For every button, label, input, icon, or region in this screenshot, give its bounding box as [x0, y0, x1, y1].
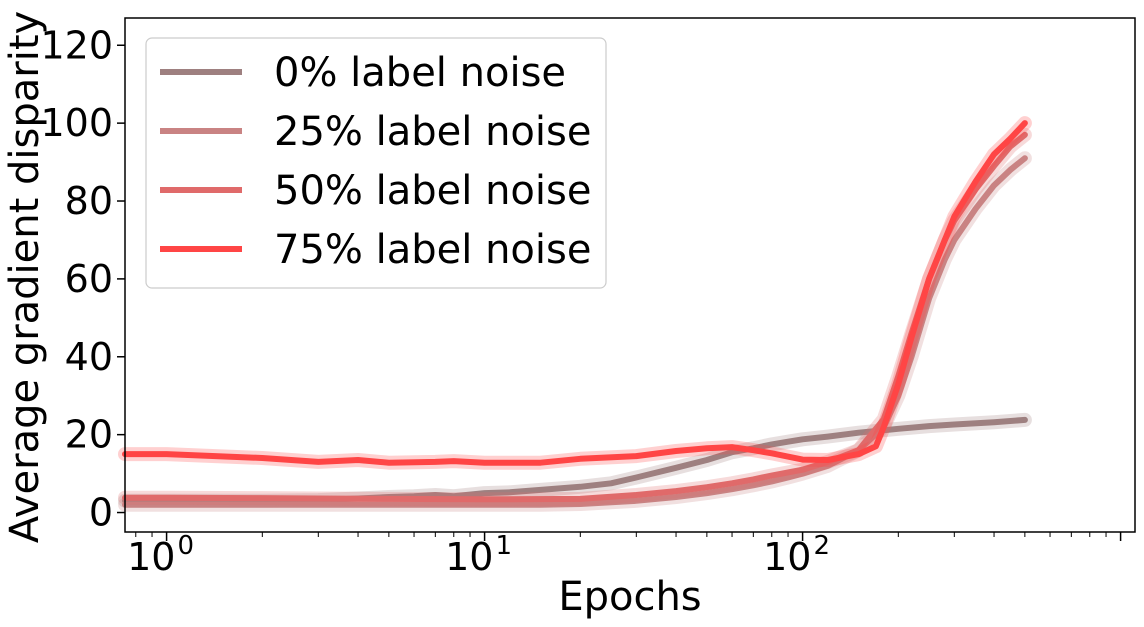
- plot-frame: [124, 17, 1136, 533]
- x-tick-label: 102: [763, 531, 830, 579]
- y-axis-ticks: 0 20 40 60 80 100 120: [40, 23, 125, 535]
- x-axis-ticks: 100 101 102: [127, 531, 1122, 579]
- y-tick-label: 120: [40, 23, 113, 67]
- legend-label-2: 50% label noise: [274, 168, 591, 214]
- y-axis-label: Average gradient disparity: [2, 11, 48, 543]
- y-tick-label: 40: [65, 335, 113, 379]
- y-tick-label: 20: [65, 413, 113, 457]
- y-tick-label: 100: [40, 101, 113, 145]
- y-tick-label: 80: [65, 179, 113, 223]
- series-line-3: [122, 120, 1028, 466]
- x-axis-label: Epochs: [558, 574, 701, 620]
- y-tick-label: 0: [89, 491, 113, 535]
- series-line-1: [122, 155, 1028, 508]
- legend-label-3: 75% label noise: [274, 227, 591, 273]
- legend: 0% label noise 25% label noise 50% label n…: [145, 37, 607, 289]
- x-tick-label: 100: [127, 531, 194, 579]
- legend-label-1: 25% label noise: [274, 109, 591, 155]
- legend-frame: [145, 37, 607, 289]
- x-tick-label: 101: [445, 531, 512, 579]
- y-tick-label: 60: [65, 257, 113, 301]
- legend-label-0: 0% label noise: [274, 50, 566, 96]
- series-layer: [118, 116, 1032, 512]
